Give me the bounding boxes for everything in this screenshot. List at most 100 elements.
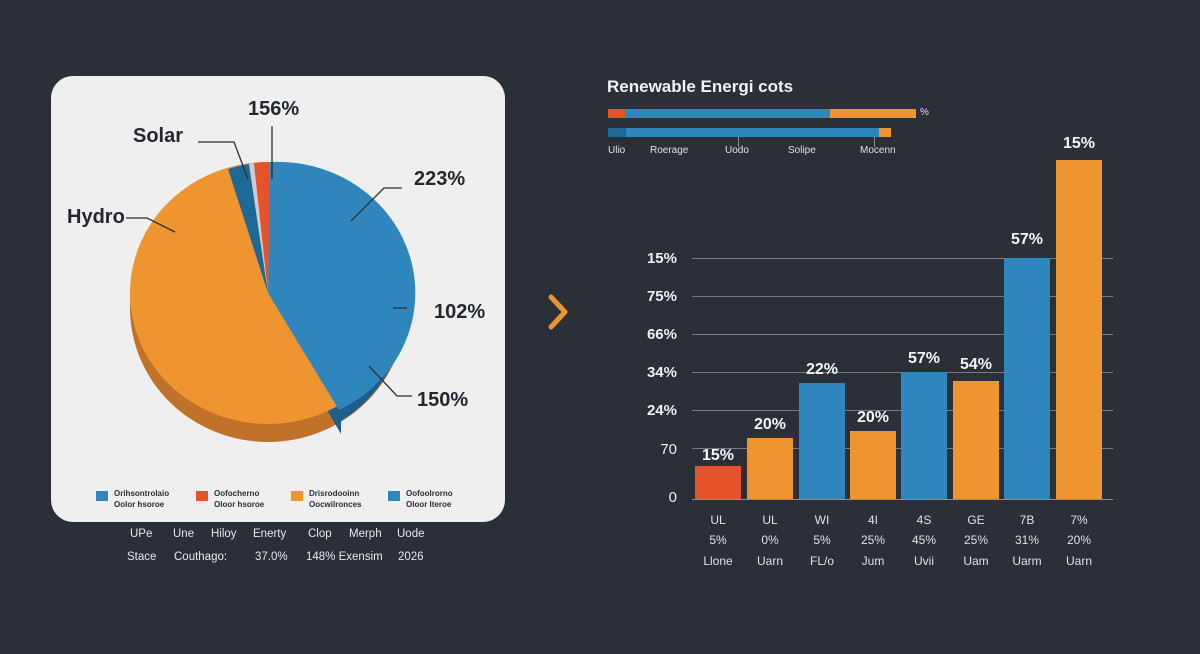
- legend-line: Orihsontrolaio: [114, 489, 170, 498]
- y-tick-label: 66%: [646, 326, 677, 343]
- bar-value-label: 20%: [856, 409, 890, 426]
- stack-axis-label: Solipe: [788, 145, 816, 156]
- legend-line: Oolor hsoroe: [114, 500, 165, 509]
- pie-label-right: 102%: [434, 301, 486, 323]
- x-sub-label: Uvii: [914, 554, 934, 568]
- legend-item: Orihsontrolaio Oolor hsoroe: [96, 488, 169, 510]
- bar-value-label: 54%: [959, 356, 993, 373]
- x-axis-baseline: [692, 499, 1113, 500]
- x-sub-label: Uarn: [756, 554, 783, 568]
- stack-segment-red: [608, 109, 625, 118]
- bar-value-label: 15%: [1062, 135, 1096, 152]
- legend-item: Drisrodooinn Oocwilronces: [291, 488, 361, 510]
- stack-axis-label: Ulio: [608, 145, 626, 156]
- pie-label-lower-right: 150%: [417, 389, 469, 411]
- x-sub-label: Uarn: [1065, 554, 1092, 568]
- y-tick-label: 15%: [646, 250, 677, 267]
- bar-value-label: 22%: [805, 361, 839, 378]
- pie-chart: [126, 126, 416, 442]
- x-sub-label: 25%: [963, 533, 989, 547]
- bar: [799, 383, 845, 499]
- bar: [850, 431, 896, 499]
- bar: [1004, 258, 1050, 499]
- stack-segment-dark-blue: [608, 128, 626, 137]
- stack-segment-orange: [879, 128, 891, 137]
- gridline: [692, 334, 1113, 335]
- legend-swatch-blue: [388, 491, 400, 501]
- axis-tick: [874, 137, 875, 147]
- bar: [695, 466, 741, 499]
- stack-axis-label: Roerage: [650, 145, 689, 156]
- x-sub-label: 31%: [1014, 533, 1040, 547]
- bar: [747, 438, 793, 499]
- legend-swatch-blue: [96, 491, 108, 501]
- stacked-bar-2: [608, 128, 891, 137]
- x-sub-label: Jum: [861, 554, 885, 568]
- caption-cell: 2026: [398, 551, 424, 563]
- bar: [1056, 160, 1102, 499]
- x-category-label: WI: [814, 513, 830, 527]
- y-tick-label: 24%: [646, 402, 677, 419]
- pie-chart-card: 156% Solar Hydro 223% 102% 150% Orihsont…: [51, 76, 505, 522]
- caption-cell: 148% Exensim: [306, 551, 383, 563]
- legend-line: Drisrodooinn: [309, 489, 360, 498]
- x-category-label: UL: [710, 513, 726, 527]
- pie-label-upper-right: 223%: [414, 168, 466, 190]
- x-sub-label: 25%: [860, 533, 886, 547]
- pie-label-hydro: Hydro: [67, 206, 125, 228]
- legend-line: Oofocherno: [214, 489, 260, 498]
- x-sub-label: 5%: [709, 533, 727, 547]
- stack-axis-label: Uodo: [725, 145, 749, 156]
- legend-line: Oocwilronces: [309, 500, 362, 509]
- x-sub-label: Uarm: [1012, 554, 1042, 568]
- caption-cell: Stace: [127, 551, 157, 563]
- caption-cell: Une: [173, 528, 195, 540]
- x-category-label: 7%: [1070, 513, 1088, 527]
- x-category-label: GE: [967, 513, 985, 527]
- x-category-label: 4I: [867, 513, 878, 527]
- stack-axis-label: Mocenn: [860, 145, 896, 156]
- x-sub-label: FL/o: [809, 554, 834, 568]
- pie-top-face: [130, 161, 416, 424]
- pie-legend: Orihsontrolaio Oolor hsoroe Oofocherno Olo…: [96, 488, 476, 514]
- legend-line: Oloor hsoroe: [214, 500, 265, 509]
- x-category-label: 4S: [916, 513, 932, 527]
- bar-value-label: 15%: [701, 447, 735, 464]
- legend-item: Oofoolrorno Oloor Iteroe: [388, 488, 453, 510]
- x-sub-label: Llone: [703, 554, 733, 568]
- caption-cell: Couthago:: [174, 551, 228, 563]
- pie-caption: UPe Une Hiloy Enerty Clop Merph Uode Sta…: [110, 528, 450, 574]
- stack-segment-orange: [830, 109, 916, 118]
- caption-cell: Merph: [349, 528, 382, 540]
- caption-cell: UPe: [130, 528, 153, 540]
- bar-value-label: 20%: [753, 416, 787, 433]
- y-tick-label: 75%: [646, 288, 677, 305]
- legend-swatch-red: [196, 491, 208, 501]
- x-sub-label: 0%: [761, 533, 779, 547]
- caption-cell: 37.0%: [255, 551, 288, 563]
- leader-lines: [126, 126, 412, 397]
- pie-label-top: 156%: [248, 98, 300, 120]
- y-tick-label: 0: [668, 489, 677, 506]
- y-tick-label: 70: [660, 441, 677, 458]
- stack-segment-blue: [625, 109, 830, 118]
- stacked-bar-1: [608, 109, 916, 118]
- pie-label-solar: Solar: [133, 125, 184, 147]
- bar: [953, 381, 999, 499]
- caption-cell: Clop: [308, 528, 332, 540]
- bar: [901, 372, 947, 499]
- stack-segment-blue: [626, 128, 879, 137]
- chevron-right-icon: [548, 294, 568, 330]
- legend-item: Oofocherno Oloor hsoroe: [196, 488, 264, 510]
- legend-line: Oofoolrorno: [406, 489, 453, 498]
- gridline: [692, 296, 1113, 297]
- x-category-label: UL: [762, 513, 778, 527]
- legend-line: Oloor Iteroe: [406, 500, 452, 509]
- caption-row: Stace Couthago: 37.0% 148% Exensim 2026: [110, 551, 450, 574]
- x-category-label: 7B: [1019, 513, 1035, 527]
- x-sub-label: Uam: [963, 554, 989, 568]
- axis-tick: [738, 137, 739, 147]
- caption-cell: Uode: [397, 528, 425, 540]
- bar-chart-title: Renewable Energi cots: [607, 77, 794, 96]
- x-sub-label: 20%: [1066, 533, 1092, 547]
